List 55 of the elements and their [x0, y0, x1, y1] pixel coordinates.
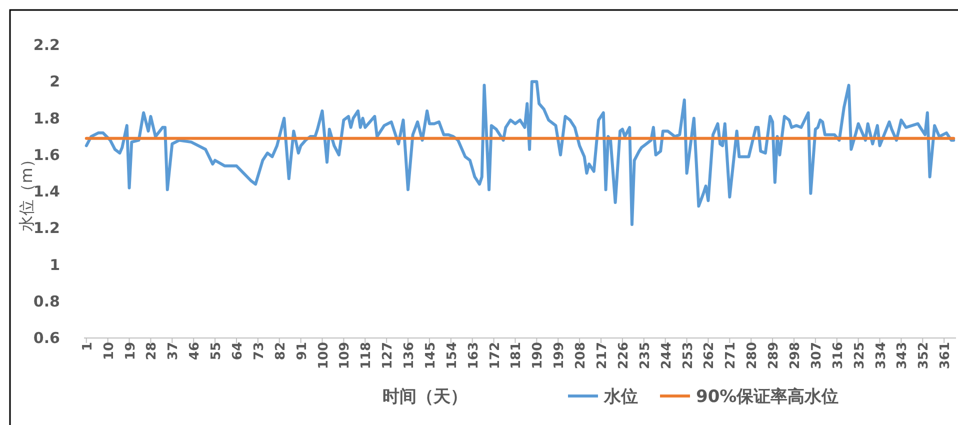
y-tick-label: 0.6 [33, 329, 60, 347]
y-tick-label: 1 [50, 256, 60, 274]
x-tick-label: 1 [80, 342, 96, 352]
x-tick-label: 127 [380, 342, 396, 370]
x-tick-label: 109 [338, 342, 353, 370]
x-tick-label: 352 [916, 342, 932, 370]
x-tick-label: 325 [852, 342, 868, 370]
x-tick-label: 190 [530, 342, 546, 370]
x-tick-label: 361 [938, 342, 954, 370]
x-tick-label: 64 [230, 342, 246, 360]
y-tick-label: 1.8 [33, 109, 60, 128]
x-tick-label: 154 [444, 342, 460, 370]
x-tick-label: 316 [830, 342, 846, 370]
x-axis-title: 时间（天） [382, 387, 468, 407]
x-tick-label: 145 [423, 342, 438, 370]
x-tick-label: 91 [294, 342, 310, 360]
x-tick-label: 55 [209, 342, 224, 360]
x-tick-label: 100 [316, 342, 332, 370]
x-tick-label: 118 [359, 342, 374, 370]
x-tick-label: 226 [616, 342, 632, 370]
x-tick-label: 82 [273, 342, 288, 360]
x-tick-label: 19 [123, 342, 138, 360]
x-tick-label: 298 [788, 342, 803, 370]
x-tick-label: 163 [466, 342, 482, 370]
x-tick-label: 181 [509, 342, 524, 370]
x-tick-label: 343 [895, 342, 910, 370]
x-tick-label: 37 [166, 342, 182, 360]
x-tick-label: 73 [252, 342, 267, 360]
x-tick-label: 28 [144, 342, 160, 360]
legend-label: 水位 [603, 387, 638, 407]
x-tick-label: 235 [638, 342, 653, 370]
x-tick-label: 208 [574, 342, 589, 370]
x-tick-label: 262 [702, 342, 718, 370]
y-tick-label: 1.4 [33, 182, 60, 200]
y-tick-label: 0.8 [33, 292, 60, 310]
y-tick-label: 2.2 [33, 36, 60, 54]
x-tick-label: 136 [402, 342, 418, 370]
x-tick-label: 46 [188, 342, 203, 360]
x-tick-label: 199 [552, 342, 568, 370]
x-tick-label: 253 [680, 342, 696, 370]
x-tick-label: 271 [724, 342, 739, 370]
y-tick-label: 2 [50, 72, 60, 91]
y-tick-label: 1.6 [33, 146, 60, 164]
y-axis-title: 水位（m） [17, 152, 36, 232]
x-tick-label: 289 [766, 342, 782, 370]
x-tick-label: 172 [488, 342, 503, 370]
y-tick-label: 1.2 [33, 219, 60, 238]
x-tick-label: 280 [745, 342, 760, 370]
x-tick-label: 307 [809, 342, 824, 370]
x-tick-label: 10 [102, 342, 117, 360]
legend-label: 90%保证率高水位 [696, 387, 839, 407]
x-tick-label: 217 [595, 342, 610, 370]
x-tick-label: 334 [874, 342, 889, 370]
x-tick-label: 244 [659, 342, 674, 370]
line-series [84, 80, 956, 226]
